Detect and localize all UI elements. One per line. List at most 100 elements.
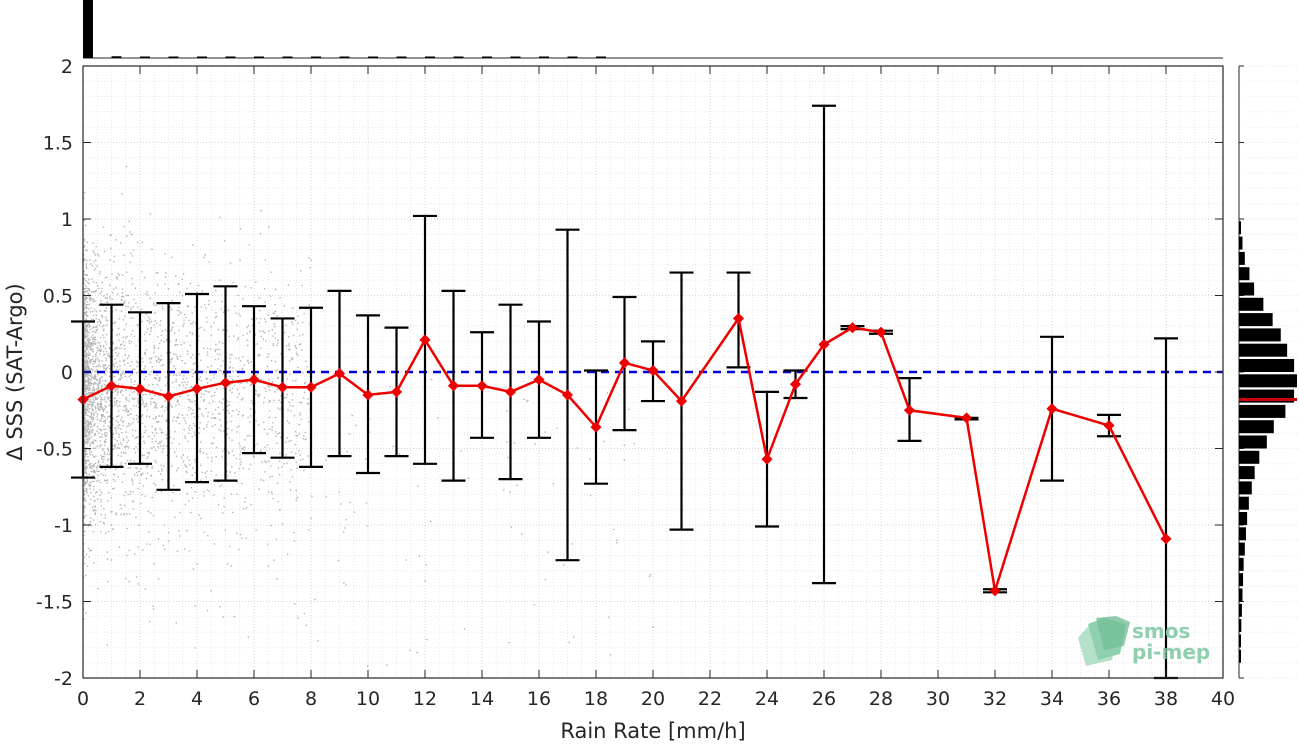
right-hist-bar [1239,619,1242,633]
top-hist-bar [197,56,207,58]
right-hist-bar [1239,511,1248,525]
right-hist-bar [1239,358,1295,372]
top-histogram [83,0,1223,59]
series-marker [618,357,631,369]
x-tick-label: 8 [305,688,317,710]
top-hist-bar [539,56,549,58]
top-hist-bar [282,56,293,58]
right-hist-bar [1239,221,1241,235]
series-marker [761,453,773,465]
series-marker [533,374,545,386]
x-tick-label: 28 [869,688,893,710]
top-hist-bar [168,56,179,58]
series-marker [1103,419,1115,432]
top-hist-bar [425,56,435,58]
x-tick-label: 2 [134,688,146,710]
series-marker [476,380,488,392]
series-marker [333,367,346,380]
x-tick-label: 30 [926,688,950,710]
series-marker [989,585,1001,597]
series-marker [134,383,146,395]
series-marker [590,421,602,433]
y-tick-label: 0.5 [43,286,73,308]
series-marker [191,383,203,395]
x-tick-label: 38 [1154,688,1178,710]
top-hist-bar [453,56,464,58]
x-tick-label: 14 [470,688,494,710]
right-hist-bar [1239,557,1244,571]
series-marker [276,381,289,393]
x-tick-label: 4 [191,688,203,710]
right-histogram [1238,65,1297,679]
top-hist-bar [254,56,264,58]
series-marker [248,374,260,386]
series-marker [960,412,973,424]
x-tick-label: 0 [77,688,89,710]
right-hist-bar [1239,481,1252,495]
x-tick-label: 12 [413,688,437,710]
series-marker [647,364,659,377]
right-hist-bar [1239,404,1286,418]
right-hist-bar [1239,466,1255,480]
top-hist-bar [225,56,236,58]
x-tick-label: 36 [1097,688,1121,710]
x-tick-labels: 0 2 4 6 8 10 12 14 16 18 20 22 24 26 28 30 32 34 36 38 40 [77,688,1235,710]
series-marker [1160,533,1172,545]
series-marker [447,380,460,392]
x-tick-label: 26 [812,688,836,710]
series-marker [561,389,574,401]
x-tick-label: 40 [1211,688,1235,710]
series-marker [390,386,403,398]
right-hist-bar [1239,603,1242,617]
x-tick-label: 34 [1040,688,1064,710]
logo-mark-icon [1078,616,1130,666]
right-hist-bar [1239,420,1274,434]
logo-text-line1: smos [1132,619,1190,643]
right-hist-bar [1239,435,1267,449]
series-marker [162,390,175,403]
right-hist-bar [1239,328,1281,342]
mean-series [77,312,1172,597]
series-marker [732,312,745,325]
series-marker [105,380,118,392]
y-tick-label: 1 [61,209,73,231]
plot-axes [82,65,1224,679]
series-marker [504,386,517,398]
right-hist-bar [1239,282,1255,296]
top-hist-bar [339,56,350,58]
series-line [82,315,1168,592]
top-hist-bar [83,0,93,58]
series-marker [675,395,688,407]
right-hist-bar [1239,374,1297,388]
right-hist-bar [1239,573,1244,587]
y-tick-label: -2 [54,668,73,690]
y-tick-label: -0.5 [36,439,73,461]
top-hist-bar [140,56,150,58]
y-tick-label: -1 [54,515,73,537]
y-tick-label: 1.5 [43,133,73,155]
top-hist-bar [368,56,378,58]
y-axis-label: Δ SSS (SAT-Argo) [3,283,27,460]
x-axis-label: Rain Rate [mm/h] [560,719,745,743]
right-hist-bar [1239,649,1241,663]
right-hist-bar [1239,588,1243,602]
y-tick-label: -1.5 [36,592,73,614]
right-hist-bar [1239,343,1288,357]
right-hist-bar [1239,236,1243,250]
x-tick-label: 18 [584,688,608,710]
x-tick-label: 22 [698,688,722,710]
series-marker [419,334,431,346]
top-hist-bar [482,56,492,58]
series-marker [219,377,232,389]
top-hist-bar [510,56,521,58]
series-marker [1046,403,1058,415]
right-hist-bar [1239,634,1241,648]
series-marker [362,389,374,401]
x-tick-label: 10 [356,688,380,710]
y-tick-labels: -2 -1.5 -1 -0.5 0 0.5 1 1.5 2 [36,56,73,690]
top-hist-bar [311,56,321,58]
series-marker [903,404,916,416]
right-hist-bar [1239,527,1246,541]
top-hist-bar [596,56,606,58]
